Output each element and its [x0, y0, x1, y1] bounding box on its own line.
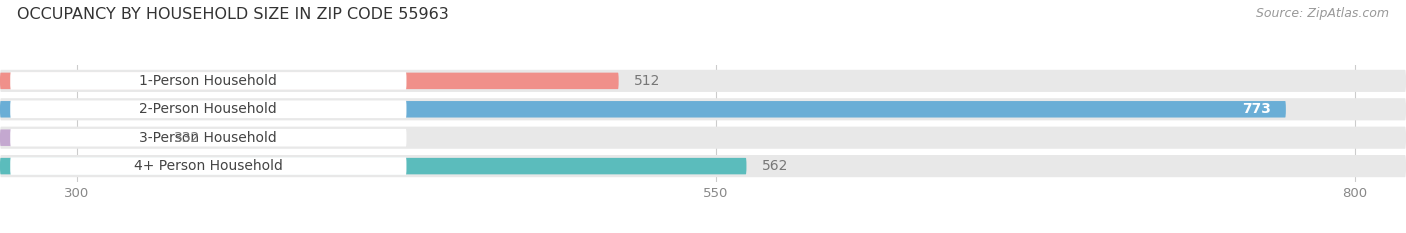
Text: Source: ZipAtlas.com: Source: ZipAtlas.com	[1256, 7, 1389, 20]
FancyBboxPatch shape	[0, 70, 1406, 92]
Text: 2-Person Household: 2-Person Household	[139, 102, 277, 116]
Text: 3-Person Household: 3-Person Household	[139, 131, 277, 145]
FancyBboxPatch shape	[10, 72, 406, 90]
Text: 332: 332	[174, 131, 200, 145]
Text: 512: 512	[634, 74, 661, 88]
FancyBboxPatch shape	[0, 155, 1406, 177]
Text: 773: 773	[1241, 102, 1271, 116]
Text: 1-Person Household: 1-Person Household	[139, 74, 277, 88]
FancyBboxPatch shape	[0, 98, 1406, 120]
FancyBboxPatch shape	[0, 73, 619, 89]
Text: 562: 562	[762, 159, 789, 173]
FancyBboxPatch shape	[0, 130, 159, 146]
FancyBboxPatch shape	[0, 101, 1286, 117]
FancyBboxPatch shape	[10, 129, 406, 147]
Text: OCCUPANCY BY HOUSEHOLD SIZE IN ZIP CODE 55963: OCCUPANCY BY HOUSEHOLD SIZE IN ZIP CODE …	[17, 7, 449, 22]
FancyBboxPatch shape	[10, 157, 406, 175]
FancyBboxPatch shape	[0, 127, 1406, 149]
FancyBboxPatch shape	[10, 100, 406, 118]
Text: 4+ Person Household: 4+ Person Household	[134, 159, 283, 173]
FancyBboxPatch shape	[0, 158, 747, 174]
